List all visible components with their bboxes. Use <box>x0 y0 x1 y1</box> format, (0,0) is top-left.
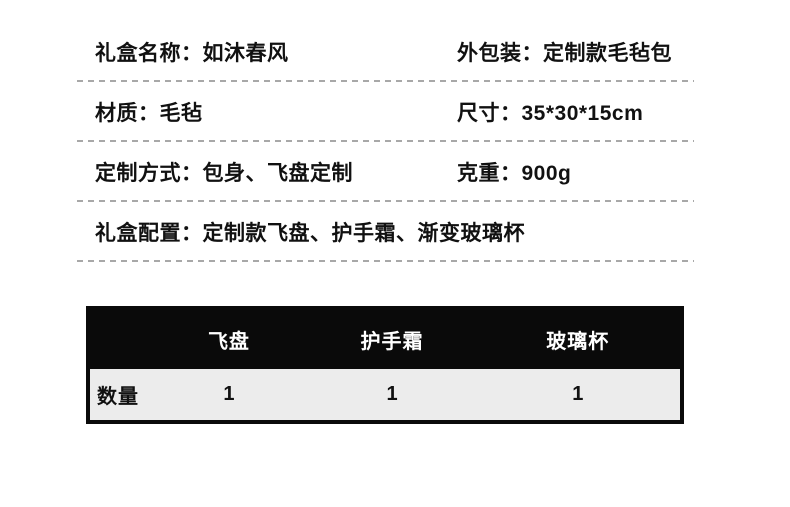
spec-value: 包身、飞盘定制 <box>202 162 353 185</box>
spec-pair-outer-packaging: 外包装：定制款毛毡包 <box>457 37 672 67</box>
quantity-row-label: 数量 <box>97 386 139 408</box>
spec-pair-contents: 礼盒配置：定制款飞盘、护手霜、渐变玻璃杯 <box>77 217 525 247</box>
spec-pair-giftbox-name: 礼盒名称：如沐春风 <box>77 37 289 67</box>
quantity-table-grid: 飞盘 护手霜 玻璃杯 数量 1 1 1 <box>86 306 684 424</box>
spec-row-giftbox-name: 礼盒名称：如沐春风 外包装：定制款毛毡包 <box>77 22 694 82</box>
table-row-quantity: 数量 1 1 1 <box>88 369 682 422</box>
dashed-divider <box>77 140 694 142</box>
spec-list: 礼盒名称：如沐春风 外包装：定制款毛毡包 材质：毛毡 尺寸：35*30*15cm… <box>77 22 694 262</box>
table-header-hand-cream: 护手霜 <box>360 331 424 353</box>
spec-pair-material: 材质：毛毡 <box>77 97 203 127</box>
table-header-row: 飞盘 护手霜 玻璃杯 <box>88 308 682 369</box>
spec-label: 材质： <box>95 102 160 125</box>
quantity-frisbee: 1 <box>223 383 235 405</box>
spec-label: 礼盒配置： <box>95 222 203 245</box>
spec-pair-customization: 定制方式：包身、飞盘定制 <box>77 157 353 187</box>
spec-value: 35*30*15cm <box>521 102 644 125</box>
table-header-empty <box>88 308 149 369</box>
spec-label: 外包装： <box>457 42 543 65</box>
quantity-table: 飞盘 护手霜 玻璃杯 数量 1 1 1 <box>86 306 684 424</box>
spec-label: 尺寸： <box>457 102 522 125</box>
dashed-divider <box>77 80 694 82</box>
spec-label: 礼盒名称： <box>95 42 203 65</box>
table-header-frisbee: 飞盘 <box>207 331 250 353</box>
spec-label: 定制方式： <box>95 162 203 185</box>
spec-row-contents: 礼盒配置：定制款飞盘、护手霜、渐变玻璃杯 <box>77 202 694 262</box>
spec-label: 克重： <box>457 162 522 185</box>
dashed-divider <box>77 260 694 262</box>
dashed-divider <box>77 200 694 202</box>
quantity-glass-cup: 1 <box>572 383 584 405</box>
spec-pair-weight: 克重：900g <box>457 157 571 187</box>
spec-row-material: 材质：毛毡 尺寸：35*30*15cm <box>77 82 694 142</box>
spec-value: 定制款飞盘、护手霜、渐变玻璃杯 <box>202 222 525 245</box>
spec-pair-size: 尺寸：35*30*15cm <box>457 97 643 127</box>
table-header-glass-cup: 玻璃杯 <box>546 331 610 353</box>
spec-value: 定制款毛毡包 <box>543 42 672 65</box>
spec-value: 毛毡 <box>159 102 203 125</box>
quantity-hand-cream: 1 <box>386 383 398 405</box>
spec-row-customization: 定制方式：包身、飞盘定制 克重：900g <box>77 142 694 202</box>
spec-value: 如沐春风 <box>202 42 289 65</box>
spec-value: 900g <box>521 162 572 185</box>
